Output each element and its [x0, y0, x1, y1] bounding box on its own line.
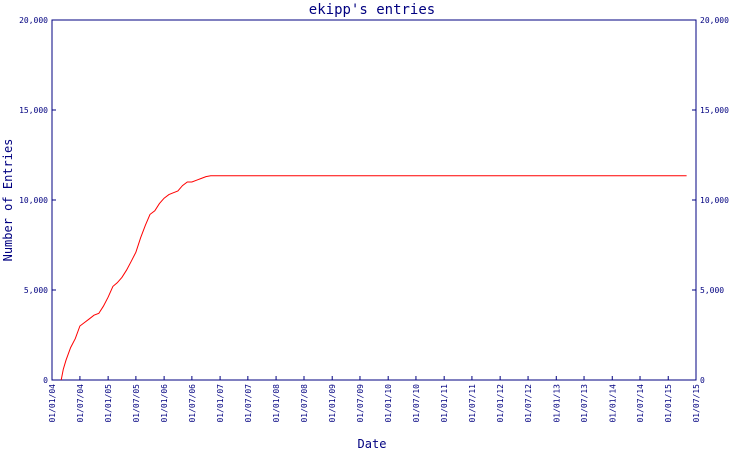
x-tick-label: 01/01/13 — [552, 384, 561, 423]
x-axis-label: Date — [358, 437, 387, 450]
x-axis: 01/01/04 01/07/04 01/01/05 01/07/05 01/01/06… — [48, 376, 701, 423]
x-tick-label: 01/07/08 — [300, 384, 309, 423]
x-tick-label: 01/01/08 — [272, 384, 281, 423]
y-tick-label-left: 5,000 — [24, 286, 48, 295]
x-tick-label: 01/01/14 — [608, 384, 617, 423]
x-tick-label: 01/07/05 — [132, 384, 141, 423]
chart-title: ekipp's entries — [309, 2, 435, 18]
x-tick-label: 01/01/11 — [440, 384, 449, 423]
x-tick-label: 01/07/13 — [580, 384, 589, 423]
x-tick-label: 01/01/10 — [384, 384, 393, 423]
entries-series-line — [60, 175, 687, 381]
y-axis: 0 0 5,000 5,000 10,000 10,000 15,000 15,000 20,0… — [19, 16, 729, 385]
x-tick-label: 01/01/09 — [328, 384, 337, 423]
x-tick-label: 01/01/15 — [664, 384, 673, 423]
plot-area — [51, 19, 697, 381]
x-tick-label: 01/07/06 — [188, 384, 197, 423]
y-tick-label-left: 0 — [43, 376, 48, 385]
x-tick-label: 01/07/09 — [356, 384, 365, 423]
x-tick-label: 01/01/04 — [48, 384, 57, 423]
x-tick-label: 01/01/12 — [496, 384, 505, 423]
x-tick-label: 01/07/07 — [244, 384, 253, 423]
y-tick-label-right: 10,000 — [700, 196, 729, 205]
y-axis-label: Number of Entries — [1, 139, 15, 262]
x-tick-label: 01/07/14 — [636, 384, 645, 423]
x-tick-label: 01/01/07 — [216, 384, 225, 423]
y-tick-label-left: 10,000 — [19, 196, 48, 205]
x-tick-label: 01/07/10 — [412, 384, 421, 423]
y-tick-label-right: 15,000 — [700, 106, 729, 115]
y-tick-label-right: 5,000 — [700, 286, 724, 295]
x-tick-label: 01/07/15 — [692, 384, 701, 423]
x-tick-label: 01/07/11 — [468, 384, 477, 423]
y-tick-label-right: 0 — [700, 376, 705, 385]
x-tick-label: 01/07/12 — [524, 384, 533, 423]
y-tick-label-left: 20,000 — [19, 16, 48, 25]
y-tick-label-left: 15,000 — [19, 106, 48, 115]
y-tick-label-right: 20,000 — [700, 16, 729, 25]
x-tick-label: 01/07/04 — [76, 384, 85, 423]
x-tick-label: 01/01/05 — [104, 384, 113, 423]
x-tick-label: 01/01/06 — [160, 384, 169, 423]
